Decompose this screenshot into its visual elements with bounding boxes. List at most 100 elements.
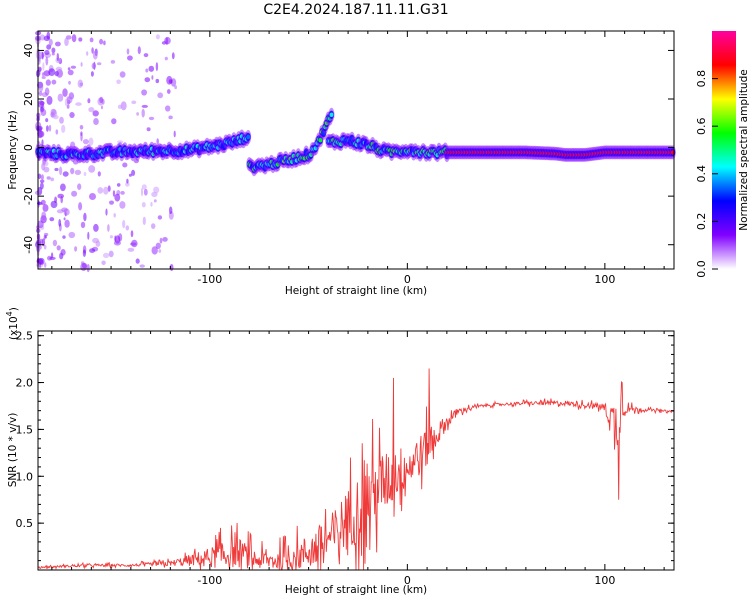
spectrogram-y-tick-label: -20 xyxy=(22,187,35,205)
spectrogram-noise-point xyxy=(86,264,90,273)
spectrogram-noise-point xyxy=(135,258,140,264)
spectrogram-noise-point xyxy=(87,231,90,240)
spectrogram-marks xyxy=(34,30,676,273)
colorbar-tick-label: 0.4 xyxy=(695,165,708,183)
spectrogram-noise-point xyxy=(93,118,99,125)
spectrogram-x-tick-label: 0 xyxy=(404,273,411,286)
spectrogram-y-tick-label: 20 xyxy=(22,92,35,106)
spectrogram-noise-point xyxy=(61,207,68,213)
spectrogram-noise-point xyxy=(40,108,47,117)
spectrogram-noise-point xyxy=(99,38,104,45)
spectrogram-noise-point xyxy=(57,93,64,102)
spectrogram-noise-point xyxy=(173,130,176,138)
colorbar-ticks: 0.0 0.2 0.4 0.6 0.8 xyxy=(695,70,718,278)
spectrogram-noise-point xyxy=(80,221,86,229)
spectrogram-noise-point xyxy=(153,199,157,203)
spectrogram-noise-point xyxy=(92,50,98,60)
spectrogram-ridge-point xyxy=(318,138,323,143)
spectrogram-noise-point xyxy=(68,80,71,85)
colorbar-tick-label: 0.0 xyxy=(695,260,708,278)
spectrogram-y-ticks: -40 -20 0 20 40 xyxy=(22,43,674,254)
spectrogram-noise-point xyxy=(95,240,101,247)
spectrogram-ridge-point xyxy=(246,134,251,140)
colorbar-tick-label: 0.2 xyxy=(695,213,708,231)
spectrogram-noise-point xyxy=(37,100,45,108)
spectrogram-noise-point xyxy=(58,219,62,227)
spectrogram-noise-point xyxy=(119,201,126,209)
spectrogram-noise-point xyxy=(141,187,143,197)
spectrogram-noise-point xyxy=(79,125,84,130)
spectrogram-noise-point xyxy=(97,62,102,66)
spectrogram-noise-point xyxy=(131,100,137,105)
spectrogram-noise-point xyxy=(82,249,86,257)
snr-scale-note-open: (x10 xyxy=(8,316,20,340)
spectrogram-noise-point xyxy=(148,116,155,121)
snr-x-axis-label: Height of straight line (km) xyxy=(285,584,427,596)
spectrogram-y-tick-label: 40 xyxy=(22,43,35,57)
spectrogram-noise-point xyxy=(141,202,146,208)
spectrogram-noise-point xyxy=(80,263,87,271)
spectrogram-noise-point xyxy=(92,110,99,117)
spectrogram-noise-point xyxy=(56,53,59,61)
spectrogram-noise-point xyxy=(48,38,53,46)
spectrogram-noise-point xyxy=(101,105,103,110)
spectrogram-noise-point xyxy=(83,212,87,222)
spectrogram-noise-point xyxy=(71,190,78,197)
spectrogram-noise-point xyxy=(55,41,61,47)
spectrogram-noise-point xyxy=(141,104,148,108)
spectrogram-noise-point xyxy=(105,208,108,216)
spectrogram-noise-point xyxy=(83,172,87,176)
spectrogram-noise-point xyxy=(151,246,158,255)
spectrogram-x-tick-label: -100 xyxy=(197,273,222,286)
spectrogram-noise-point xyxy=(169,206,173,215)
spectrogram-noise-point xyxy=(42,62,45,71)
spectrogram-noise-point xyxy=(38,91,43,96)
colorbar-gradient xyxy=(712,31,736,269)
spectrogram-noise-point xyxy=(74,246,78,252)
spectrogram-noise-point xyxy=(44,87,50,96)
spectrogram-noise-point xyxy=(112,190,116,197)
spectrogram-noise-point xyxy=(41,211,47,221)
spectrogram-noise-point xyxy=(54,167,59,172)
snr-y-tick-label: 1.0 xyxy=(16,470,34,483)
spectrogram-noise-point xyxy=(64,98,68,107)
spectrogram-noise-point xyxy=(51,52,55,56)
spectrogram-noise-point xyxy=(116,183,121,187)
spectrogram-noise-point xyxy=(153,186,160,194)
spectrogram-noise-point xyxy=(159,237,163,244)
colorbar-label: Normalized spectral amplitude xyxy=(738,69,750,230)
spectrogram-noise-point xyxy=(167,89,171,94)
spectrogram-noise-point xyxy=(157,215,163,220)
spectrogram-noise-point xyxy=(59,116,64,124)
spectrogram-noise-point xyxy=(63,217,66,221)
spectrogram-noise-point xyxy=(111,118,117,125)
spectrogram-noise-point xyxy=(45,118,49,123)
spectrogram-noise-point xyxy=(60,183,66,192)
spectrogram-noise-point xyxy=(122,219,126,229)
spectrogram-x-axis-label: Height of straight line (km) xyxy=(285,285,427,297)
snr-y-ticks: 0.5 1.0 1.5 2.0 2.5 xyxy=(16,330,674,562)
snr-y-axis-label: SNR (10 * v/v) xyxy=(7,413,19,488)
snr-frame xyxy=(37,330,675,571)
spectrogram-noise-point xyxy=(93,223,99,232)
snr-y-tick-label: 0.5 xyxy=(16,517,34,530)
spectrogram-noise-point xyxy=(126,48,130,55)
snr-y-tick-label: 1.5 xyxy=(16,423,34,436)
spectrogram-noise-point xyxy=(168,79,173,84)
spectrogram-y-tick-label: 0 xyxy=(22,144,35,151)
spectrogram-noise-point xyxy=(67,67,71,71)
spectrogram-noise-point xyxy=(79,82,84,87)
spectrogram-noise-point xyxy=(48,124,52,132)
spectrogram-noise-point xyxy=(87,98,91,104)
spectrogram-noise-point xyxy=(82,139,89,145)
spectrogram-noise-point xyxy=(40,179,45,183)
colorbar-tick-label: 0.8 xyxy=(695,70,708,88)
spectrogram-noise-point xyxy=(141,89,148,96)
spectrogram-noise-point xyxy=(120,191,125,195)
spectrogram-x-ticks: -100 0 100 xyxy=(51,31,665,286)
spectrogram-noise-point xyxy=(44,50,50,55)
spectrogram-noise-point xyxy=(103,40,106,46)
spectrogram-noise-point xyxy=(89,193,96,200)
spectrogram-noise-point xyxy=(43,232,49,237)
spectrogram-noise-point xyxy=(161,41,167,45)
